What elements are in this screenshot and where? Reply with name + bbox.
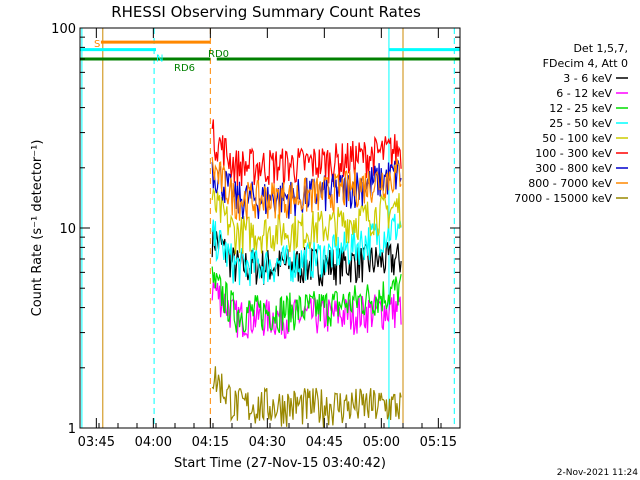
y-tick-label: 1 [68, 422, 76, 437]
y-tick-label: 10 [59, 222, 76, 237]
series-line [211, 281, 402, 339]
x-tick-label: 04:00 [135, 435, 172, 450]
chart-title: RHESSI Observing Summary Count Rates [111, 3, 421, 21]
x-tick-label: 05:15 [420, 435, 457, 450]
legend-entry: 50 - 100 keV [542, 132, 612, 145]
x-tick-label: 04:15 [192, 435, 229, 450]
series-line [211, 119, 402, 187]
legend-header: FDecim 4, Att 0 [543, 57, 628, 70]
series-line [211, 266, 402, 334]
legend-entry: 3 - 6 keV [563, 72, 612, 85]
legend-entry: 7000 - 15000 keV [514, 192, 612, 205]
y-axis-label: Count Rate (s⁻¹ detector⁻¹) [30, 140, 45, 317]
legend-header: Det 1,5,7, [573, 42, 628, 55]
legend-entry: 12 - 25 keV [549, 102, 612, 115]
x-tick-label: 04:45 [306, 435, 343, 450]
legend-entry: 300 - 800 keV [535, 162, 612, 175]
annotation-label: RD0 [208, 49, 229, 60]
annotation-label: N [156, 54, 163, 65]
series-line [211, 366, 402, 428]
legend-entry: 25 - 50 keV [549, 117, 612, 130]
legend-entry: 100 - 300 keV [535, 147, 612, 160]
x-tick-label: 03:45 [78, 435, 115, 450]
series-line [211, 156, 402, 221]
legend-entry: 6 - 12 keV [556, 87, 612, 100]
x-axis-label: Start Time (27-Nov-15 03:40:42) [174, 456, 386, 471]
annotation-label: S [94, 39, 100, 50]
series-line [211, 187, 402, 255]
x-tick-label: 04:30 [249, 435, 286, 450]
y-tick-label: 100 [51, 22, 76, 37]
series-line [211, 160, 402, 219]
date-stamp: 2-Nov-2021 11:24 [557, 468, 639, 478]
legend-entry: 800 - 7000 keV [528, 177, 612, 190]
annotation-label: RD6 [174, 63, 195, 74]
x-tick-label: 05:00 [363, 435, 400, 450]
series-line [211, 213, 402, 287]
